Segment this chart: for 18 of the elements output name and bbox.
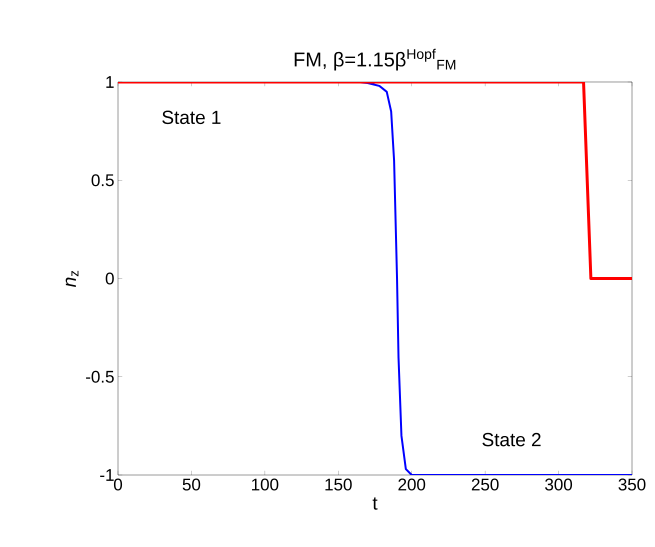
y-tick-label: -1	[100, 469, 114, 481]
x-axis-title: t	[372, 497, 378, 510]
x-tick-label: 100	[252, 478, 278, 491]
x-tick-label: 50	[182, 478, 200, 491]
x-tick-label: 150	[325, 478, 352, 491]
y-tick-label: 0.5	[92, 174, 114, 186]
annotation: State 1	[162, 110, 220, 124]
y-axis-title: n$_{z}$	[66, 270, 78, 288]
x-tick-label: 350	[618, 478, 646, 491]
x-tick-label: 250	[472, 478, 499, 491]
x-tick-label: 200	[398, 478, 426, 491]
chart-title: FM, β=1.15β$^{Hopf}$FM	[294, 48, 456, 71]
y-tick-label: 1	[106, 76, 114, 88]
annotation: State 2	[482, 432, 541, 446]
x-tick-label: 0	[114, 478, 122, 491]
y-tick-label: -0.5	[86, 370, 114, 383]
y-tick-label: 0	[106, 272, 114, 284]
x-tick-label: 300	[545, 478, 572, 491]
